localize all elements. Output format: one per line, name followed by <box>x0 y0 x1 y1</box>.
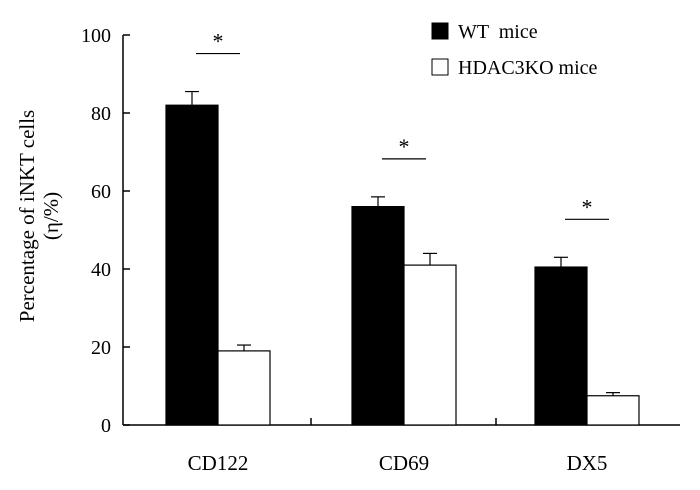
y-axis-label: Percentage of iNKT cells <box>15 110 39 322</box>
legend: WT mice HDAC3KO mice <box>431 21 598 79</box>
significance-star: * <box>399 134 410 159</box>
y-tick-label: 60 <box>91 181 111 203</box>
bar-wt-cd122 <box>165 104 219 426</box>
y-tick-label: 80 <box>91 103 111 125</box>
legend-label-hdac3ko: HDAC3KO mice <box>458 57 598 79</box>
x-tick-labels: CD122 CD69 DX5 <box>188 451 608 475</box>
error-bars <box>185 90 620 396</box>
significance-star: * <box>582 194 593 219</box>
x-tick-label-cd69: CD69 <box>379 451 429 475</box>
y-tick-label: 20 <box>91 337 111 359</box>
bar-hdac3ko-dx5 <box>586 395 640 426</box>
y-tick-label: 40 <box>91 259 111 281</box>
legend-swatch-hdac3ko <box>431 58 449 76</box>
x-tick-label-cd122: CD122 <box>188 451 249 475</box>
bar-wt-cd69 <box>351 206 405 426</box>
legend-swatch-wt <box>431 22 449 40</box>
y-tick-label: 0 <box>101 415 111 437</box>
significance-markers: * * * <box>196 29 609 220</box>
bars <box>165 104 640 426</box>
bar-hdac3ko-cd69 <box>403 264 457 426</box>
bar-hdac3ko-cd122 <box>217 350 271 426</box>
y-axis-unit-label: (η/%) <box>39 192 63 240</box>
x-tick-label-dx5: DX5 <box>567 451 608 475</box>
y-tick-label: 100 <box>81 25 111 47</box>
bar-wt-dx5 <box>534 266 588 426</box>
significance-star: * <box>213 29 224 54</box>
y-tick-labels: 0 20 40 60 80 100 <box>81 25 111 437</box>
legend-label-wt: WT mice <box>458 21 538 43</box>
